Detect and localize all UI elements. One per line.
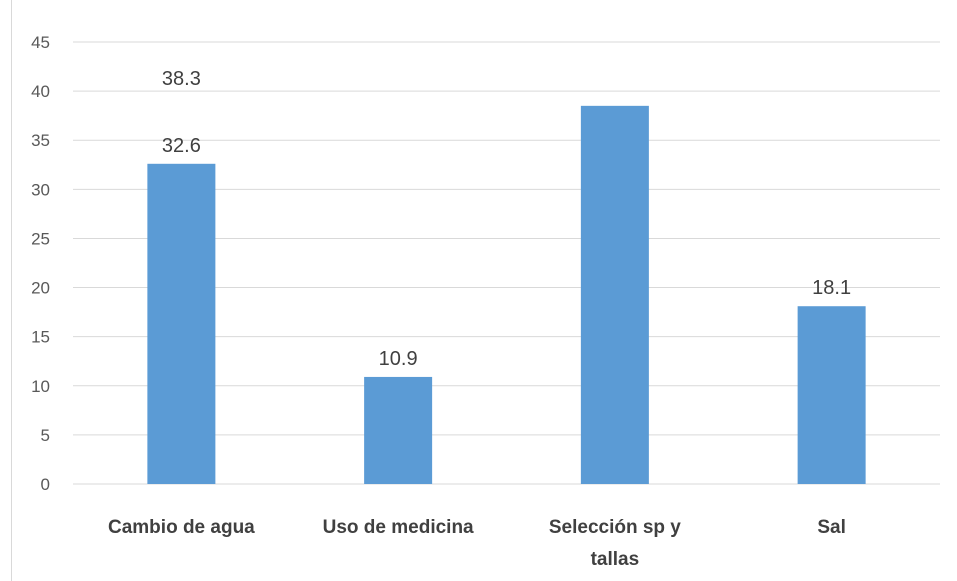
y-tick-label: 45: [31, 33, 50, 52]
data-label: 18.1: [812, 277, 851, 299]
x-axis-labels: Cambio de agua Uso de medicina Selección s…: [108, 517, 846, 570]
bar: [147, 163, 216, 484]
bar: [797, 306, 866, 484]
y-tick-label: 5: [41, 426, 50, 445]
bar: [364, 376, 433, 484]
bars: [147, 105, 866, 484]
y-tick-label: 40: [31, 82, 50, 101]
x-category-label: Sal: [817, 517, 846, 538]
gridlines: [73, 41, 940, 485]
data-label: 10.9: [379, 348, 418, 370]
x-category-label: Selección sp y: [549, 517, 681, 538]
data-labels: 32.6 10.9 38.3 18.1: [162, 68, 851, 370]
y-tick-label: 10: [31, 377, 50, 396]
data-label: 32.6: [162, 135, 201, 157]
y-tick-label: 20: [31, 279, 50, 298]
y-tick-label: 15: [31, 328, 50, 347]
x-category-label: tallas: [591, 549, 640, 570]
x-category-label: Uso de medicina: [323, 517, 474, 538]
y-axis-ticks: 0 5 10 15 20 25 30 35 40 45: [31, 33, 50, 494]
data-label: 38.3: [162, 68, 201, 90]
x-category-label: Cambio de agua: [108, 517, 255, 538]
bar: [580, 105, 649, 484]
y-tick-label: 0: [41, 475, 50, 494]
y-tick-label: 25: [31, 229, 50, 248]
y-tick-label: 30: [31, 180, 50, 199]
y-tick-label: 35: [31, 131, 50, 150]
